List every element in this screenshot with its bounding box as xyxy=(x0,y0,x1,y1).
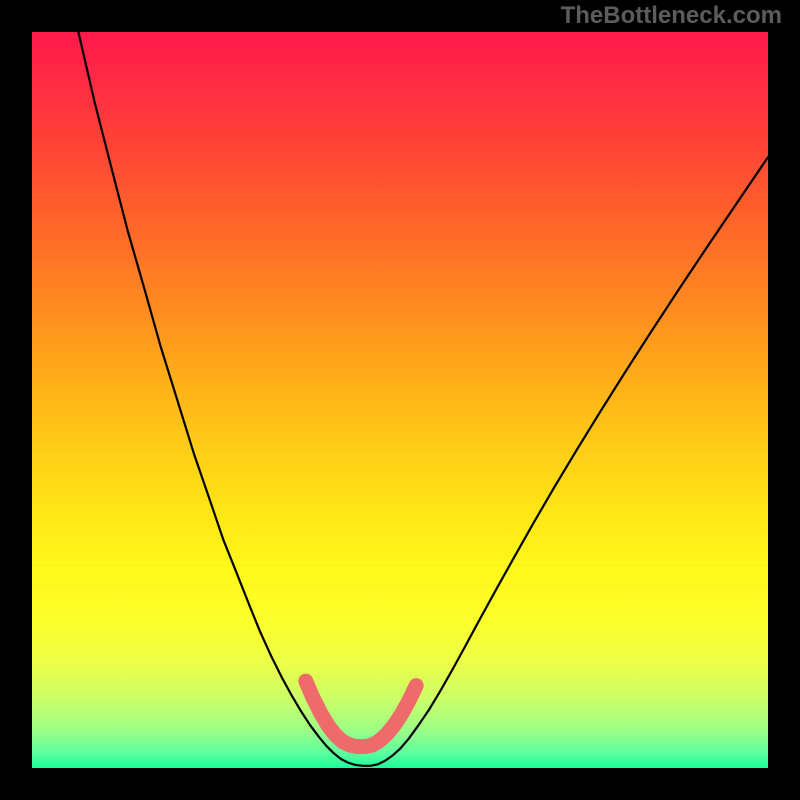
watermark-text: TheBottleneck.com xyxy=(561,2,782,30)
plot-area xyxy=(32,32,768,768)
plot-svg xyxy=(32,32,768,768)
gradient-background xyxy=(32,32,768,768)
